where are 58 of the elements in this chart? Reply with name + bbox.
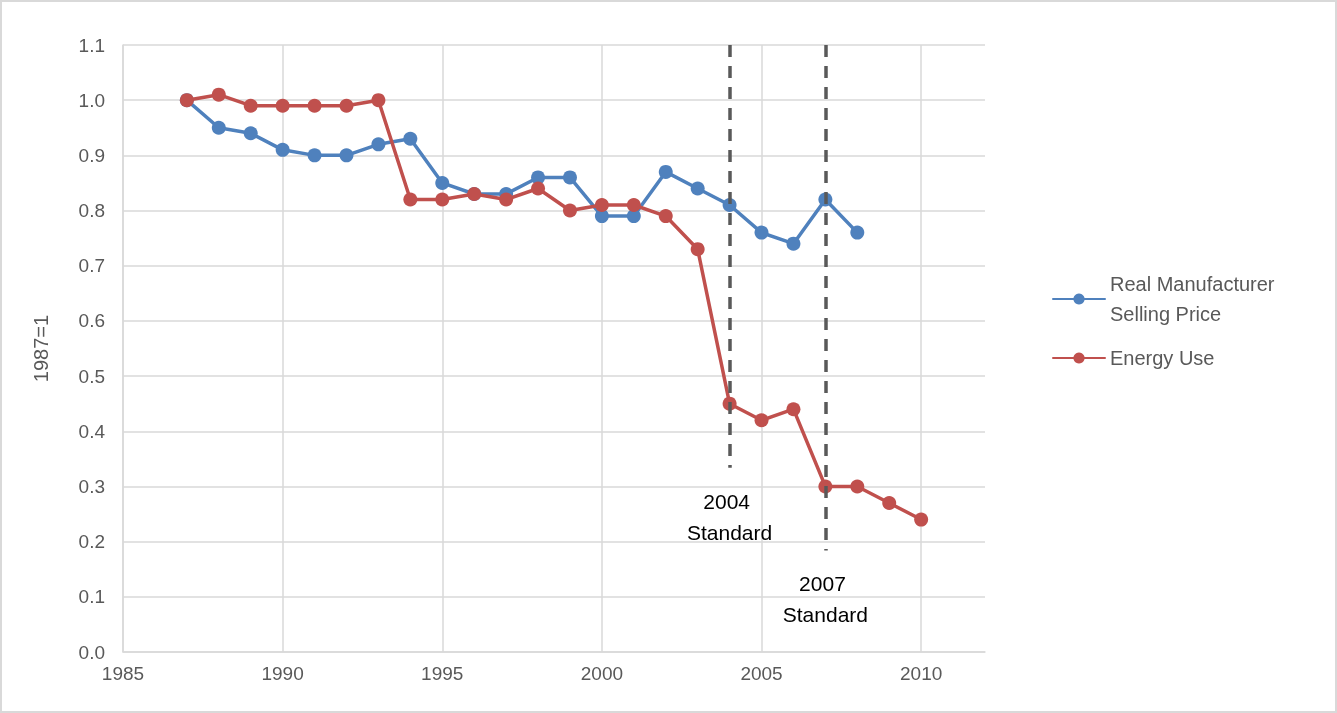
point — [211, 87, 226, 102]
point — [786, 402, 801, 417]
ref-line-label: 2007 Standard — [782, 572, 868, 627]
point — [690, 181, 705, 196]
y-tick-label: 0.6 — [78, 310, 105, 332]
point — [275, 142, 290, 157]
legend-label: Real Manufacturer Selling Price — [1110, 273, 1281, 325]
x-tick-label: 2000 — [580, 663, 624, 684]
point — [339, 98, 354, 113]
x-tick-label: 2005 — [740, 663, 783, 684]
point — [403, 131, 418, 146]
x-tick-label: 2010 — [900, 663, 943, 684]
point — [243, 126, 258, 141]
point — [531, 181, 546, 196]
point — [658, 164, 673, 179]
y-tick-label: 0.3 — [78, 475, 105, 497]
y-tick-label: 0.1 — [78, 586, 105, 608]
y-tick-label: 0.5 — [78, 365, 105, 387]
y-tick-label: 1.0 — [78, 89, 105, 111]
point — [275, 98, 290, 113]
x-tick-label: 1985 — [101, 663, 145, 684]
point — [562, 170, 577, 185]
point — [307, 148, 322, 163]
point — [626, 198, 641, 213]
point — [371, 93, 386, 108]
y-tick-label: 1.1 — [78, 34, 105, 56]
point — [850, 225, 865, 240]
ref-line-label: 2004 Standard — [686, 489, 773, 544]
point — [690, 242, 705, 257]
point — [850, 479, 865, 494]
point — [435, 175, 450, 190]
point — [882, 496, 897, 511]
x-tick-label: 1995 — [421, 663, 464, 684]
point — [371, 137, 386, 152]
y-tick-label: 0.7 — [78, 255, 105, 277]
point — [435, 192, 450, 207]
point — [562, 203, 577, 218]
point — [403, 192, 418, 207]
point — [786, 236, 801, 251]
point — [754, 225, 769, 240]
point — [914, 512, 929, 527]
y-axis-title: 1987=1 — [30, 314, 52, 383]
point — [211, 120, 226, 135]
point — [307, 98, 322, 113]
y-tick-label: 0.0 — [78, 641, 105, 663]
y-tick-label: 0.4 — [78, 420, 106, 442]
point — [594, 198, 609, 213]
point — [339, 148, 354, 163]
legend-label: Energy Use — [1110, 347, 1215, 369]
point — [243, 98, 258, 113]
y-tick-label: 0.8 — [78, 200, 105, 222]
y-tick-label: 0.9 — [78, 144, 105, 166]
point — [754, 413, 769, 428]
x-tick-label: 1990 — [261, 663, 304, 684]
point — [531, 170, 546, 185]
y-tick-label: 0.2 — [78, 531, 105, 553]
point — [499, 192, 514, 207]
point — [658, 209, 673, 224]
